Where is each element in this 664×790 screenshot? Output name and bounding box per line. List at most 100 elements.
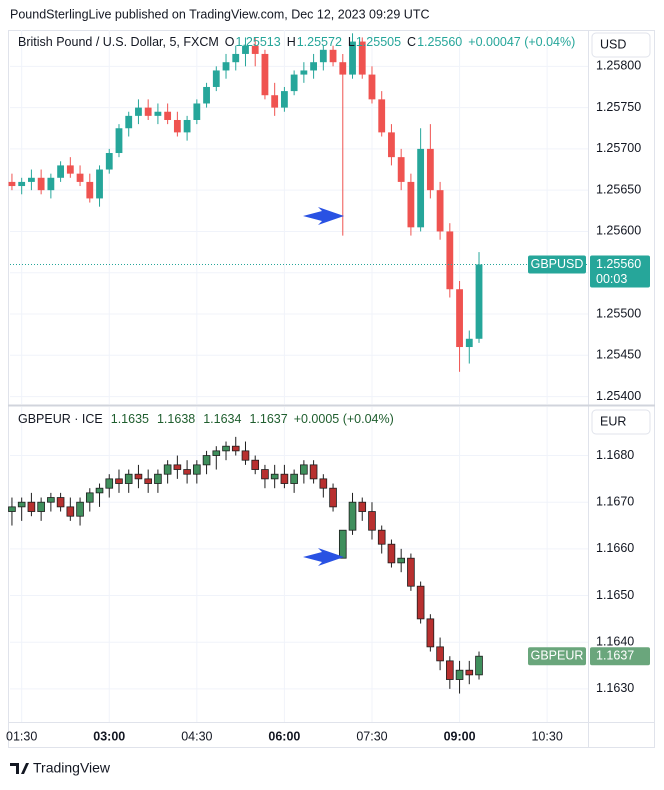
candle-body — [183, 119, 191, 133]
y-tick-label: 1.25700 — [596, 141, 641, 155]
candle-body — [348, 501, 357, 531]
candle-body — [251, 45, 259, 54]
legend-value: 1.1638 — [157, 412, 195, 426]
candle-body — [436, 646, 444, 662]
candle-body — [96, 169, 103, 199]
candle-body — [319, 478, 328, 489]
legend-title: GBPEUR · ICE — [18, 412, 103, 426]
candle-body — [86, 181, 94, 199]
candle-body — [105, 478, 114, 489]
candle-body — [95, 487, 104, 494]
candle-body — [436, 190, 444, 232]
candle-body — [338, 529, 347, 559]
legend-key: L — [348, 35, 355, 49]
candle-body — [115, 478, 123, 484]
candle-body — [349, 41, 356, 75]
header: PoundSterlingLive published on TradingVi… — [10, 7, 429, 21]
candle-body — [212, 450, 221, 456]
candle-body — [193, 464, 201, 475]
legend-value: 1.25560 — [417, 35, 462, 49]
y-tick-label: 1.1640 — [596, 634, 634, 648]
candle-body — [339, 62, 347, 75]
x-tick-label: 03:00 — [93, 729, 125, 743]
legend-value: 1.1637 — [249, 412, 287, 426]
candle-body — [290, 74, 298, 92]
candle-body — [261, 469, 269, 480]
candle-body — [251, 459, 260, 470]
candle-body — [309, 464, 318, 480]
candle-body — [280, 473, 289, 484]
candle-body — [300, 464, 308, 475]
candle-body — [232, 53, 240, 63]
y-tick-label: 1.1630 — [596, 681, 634, 695]
y-tick-label: 1.1650 — [596, 588, 634, 602]
candle-body — [8, 181, 16, 187]
currency-label: EUR — [600, 414, 626, 428]
legend: British Pound / U.S. Dollar, 5, FXCM O1.2… — [18, 35, 575, 49]
candle-body — [47, 177, 55, 191]
candle-body — [455, 669, 464, 680]
candle-body — [475, 655, 483, 676]
symbol-badge — [528, 255, 586, 274]
candle-body — [85, 492, 94, 503]
candle-body — [202, 455, 211, 466]
y-tick-label: 1.25800 — [596, 59, 641, 73]
countdown: 00:03 — [596, 272, 627, 286]
candle-body — [329, 487, 337, 508]
candle-body — [144, 107, 152, 116]
candle-body — [358, 41, 366, 75]
price-badge — [590, 255, 650, 288]
candle-body — [407, 557, 415, 587]
candle-body — [144, 478, 152, 484]
logo: TradingView — [10, 760, 111, 776]
symbol-badge-label: GBPUSD — [531, 257, 584, 271]
legend-value: 1.1635 — [111, 412, 149, 426]
candle-body — [173, 119, 181, 133]
arrow — [303, 548, 344, 566]
legend-value: 1.25505 — [356, 35, 401, 49]
y-tick-label: 1.25750 — [596, 100, 641, 114]
candle-body — [37, 501, 45, 512]
candle-body — [212, 70, 220, 87]
candle-body — [124, 473, 133, 484]
x-tick-label: 04:30 — [181, 729, 212, 743]
candle-body — [378, 99, 386, 133]
price-badge-label: 1.1637 — [596, 648, 634, 662]
candle-body — [270, 473, 279, 480]
candle-body — [57, 165, 65, 178]
currency-button[interactable] — [591, 32, 651, 58]
plot-layer: 1.254001.254501.255001.255501.256001.256… — [6, 30, 651, 743]
y-tick-label: 1.1670 — [596, 494, 634, 508]
candle-body — [76, 173, 84, 182]
candle-body — [446, 660, 454, 680]
candle-body — [37, 177, 45, 191]
candle-body — [203, 86, 210, 104]
candle-body — [56, 497, 65, 508]
currency-button[interactable] — [591, 409, 651, 435]
candle-body — [388, 132, 395, 158]
candle-body — [456, 289, 463, 348]
legend: GBPEUR · ICE 1.1635 1.1638 1.1634 1.1637 +0.0… — [18, 412, 394, 426]
candle-body — [242, 45, 249, 54]
price-badge-label: 1.25560 — [596, 257, 641, 271]
currency-label: USD — [600, 37, 626, 51]
x-tick-label: 10:30 — [531, 729, 562, 743]
y-tick-label: 1.1660 — [596, 541, 634, 555]
candle-body — [290, 473, 298, 484]
candle-body — [465, 338, 473, 348]
y-tick-label: 1.25600 — [596, 224, 641, 238]
candle-body — [377, 529, 386, 545]
x-tick-label: 01:30 — [6, 729, 37, 743]
candle-body — [193, 103, 201, 120]
candle-body — [397, 557, 405, 564]
candle-body — [105, 153, 113, 170]
candle-body — [368, 511, 376, 531]
x-tick-label: 07:30 — [356, 729, 387, 743]
candle-body — [125, 115, 133, 129]
candle-body — [76, 501, 84, 517]
candle-body — [18, 181, 26, 187]
candle-body — [241, 450, 250, 461]
candle-body — [134, 473, 143, 480]
candle-body — [47, 497, 55, 503]
